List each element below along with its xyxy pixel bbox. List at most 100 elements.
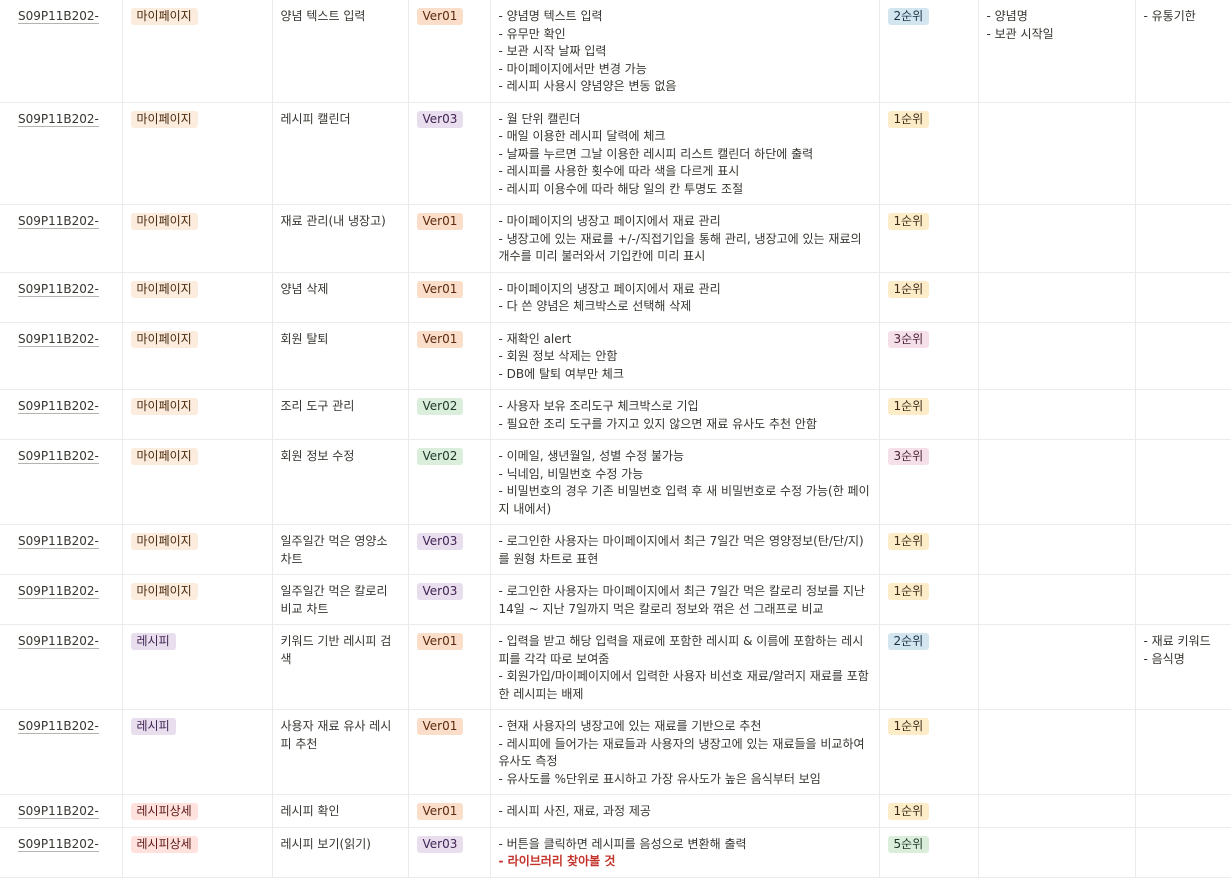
cell-feature[interactable]: 회원 정보 수정 bbox=[272, 439, 409, 525]
cell-feature[interactable]: 일주일간 먹은 칼로리 비교 차트 bbox=[272, 574, 409, 625]
cell-stored-fields[interactable] bbox=[978, 389, 1136, 440]
cell-id[interactable]: S09P11B202- bbox=[0, 204, 123, 273]
version-tag[interactable]: Ver03 bbox=[416, 583, 464, 600]
cell-version[interactable]: Ver03 bbox=[408, 102, 491, 205]
cell-priority[interactable]: 1순위 bbox=[879, 272, 979, 323]
cell-priority[interactable]: 2순위 bbox=[879, 0, 979, 103]
cell-priority[interactable]: 1순위 bbox=[879, 389, 979, 440]
cell-stored-fields[interactable] bbox=[978, 624, 1136, 710]
cell-id[interactable]: S09P11B202- bbox=[0, 102, 123, 205]
row-id-link[interactable]: S09P11B202- bbox=[18, 331, 99, 347]
cell-version[interactable]: Ver01 bbox=[408, 322, 491, 390]
cell-priority[interactable]: 1순위 bbox=[879, 709, 979, 795]
cell-feature[interactable]: 키워드 기반 레시피 검색 bbox=[272, 624, 409, 710]
cell-stored-fields[interactable] bbox=[978, 439, 1136, 525]
cell-category[interactable]: 마이페이지 bbox=[122, 272, 273, 323]
version-tag[interactable]: Ver03 bbox=[416, 533, 464, 550]
cell-id[interactable]: S09P11B202- bbox=[0, 524, 123, 575]
cell-version[interactable]: Ver01 bbox=[408, 709, 491, 795]
cell-category[interactable]: 마이페이지 bbox=[122, 439, 273, 525]
cell-priority[interactable]: 1순위 bbox=[879, 102, 979, 205]
cell-description[interactable]: - 이메일, 생년월일, 성별 수정 불가능 - 닉네임, 비밀번호 수정 가능 -… bbox=[490, 439, 880, 525]
category-tag[interactable]: 마이페이지 bbox=[130, 448, 198, 465]
table-row[interactable]: S09P11B202- 레시피 키워드 기반 레시피 검색 Ver01 - 입력을 받고… bbox=[0, 624, 1231, 710]
category-tag[interactable]: 마이페이지 bbox=[130, 330, 198, 348]
version-tag[interactable]: Ver01 bbox=[416, 213, 464, 230]
category-tag[interactable]: 마이페이지 bbox=[130, 533, 198, 550]
cell-description[interactable]: - 로그인한 사용자는 마이페이지에서 최근 7일간 먹은 영양정보(탄/단/지… bbox=[490, 524, 880, 575]
cell-version[interactable]: Ver01 bbox=[408, 624, 491, 710]
version-tag[interactable]: Ver01 bbox=[416, 280, 464, 298]
cell-version[interactable]: Ver02 bbox=[408, 439, 491, 525]
version-tag[interactable]: Ver03 bbox=[416, 835, 464, 853]
cell-description[interactable]: - 입력을 받고 해당 입력을 재료에 포함한 레시피 & 이름에 포함하는 레… bbox=[490, 624, 880, 710]
cell-version[interactable]: Ver01 bbox=[408, 272, 491, 323]
cell-extra-fields[interactable]: - 유통기한 bbox=[1135, 0, 1231, 103]
version-tag[interactable]: Ver01 bbox=[416, 803, 464, 820]
cell-id[interactable]: S09P11B202- bbox=[0, 794, 123, 828]
cell-feature[interactable]: 레시피 캘린더 bbox=[272, 102, 409, 205]
cell-feature[interactable]: 회원 탈퇴 bbox=[272, 322, 409, 390]
cell-category[interactable]: 레시피상세 bbox=[122, 827, 273, 878]
category-tag[interactable]: 마이페이지 bbox=[130, 213, 198, 230]
row-id-link[interactable]: S09P11B202- bbox=[18, 634, 99, 649]
row-id-link[interactable]: S09P11B202- bbox=[18, 111, 99, 127]
cell-priority[interactable]: 2순위 bbox=[879, 624, 979, 710]
cell-priority[interactable]: 5순위 bbox=[879, 827, 979, 878]
cell-priority[interactable]: 1순위 bbox=[879, 524, 979, 575]
table-row[interactable]: S09P11B202- 마이페이지 재료 관리(내 냉장고) Ver01 - 마이페이지… bbox=[0, 204, 1231, 273]
version-tag[interactable]: Ver01 bbox=[416, 633, 464, 650]
cell-id[interactable]: S09P11B202- bbox=[0, 574, 123, 625]
cell-id[interactable]: S09P11B202- bbox=[0, 0, 123, 103]
cell-feature[interactable]: 재료 관리(내 냉장고) bbox=[272, 204, 409, 273]
row-id-link[interactable]: S09P11B202- bbox=[18, 836, 99, 852]
priority-tag[interactable]: 1순위 bbox=[887, 213, 930, 230]
cell-stored-fields[interactable] bbox=[978, 794, 1136, 828]
cell-description[interactable]: - 재확인 alert - 회원 정보 삭제는 안함 - DB에 탈퇴 여부만 체크 bbox=[490, 322, 880, 390]
table-row[interactable]: S09P11B202- 마이페이지 조리 도구 관리 Ver02 - 사용자 보유 조리… bbox=[0, 389, 1231, 440]
cell-extra-fields[interactable] bbox=[1135, 389, 1231, 440]
table-row[interactable]: S09P11B202- 마이페이지 레시피 캘린더 Ver03 - 월 단위 캘린더 - … bbox=[0, 102, 1231, 205]
cell-description[interactable]: - 월 단위 캘린더 - 매일 이용한 레시피 달력에 체크 - 날짜를 누르면 그… bbox=[490, 102, 880, 205]
cell-extra-fields[interactable] bbox=[1135, 524, 1231, 575]
table-row[interactable]: S09P11B202- 마이페이지 회원 탈퇴 Ver01 - 재확인 alert - 회… bbox=[0, 322, 1231, 390]
row-id-link[interactable]: S09P11B202- bbox=[18, 584, 99, 599]
cell-feature[interactable]: 사용자 재료 유사 레시피 추천 bbox=[272, 709, 409, 795]
cell-version[interactable]: Ver01 bbox=[408, 0, 491, 103]
cell-extra-fields[interactable] bbox=[1135, 709, 1231, 795]
cell-extra-fields[interactable] bbox=[1135, 827, 1231, 878]
cell-extra-fields[interactable] bbox=[1135, 272, 1231, 323]
cell-category[interactable]: 레시피 bbox=[122, 624, 273, 710]
table-row[interactable]: S09P11B202- 마이페이지 일주일간 먹은 칼로리 비교 차트 Ver03 - … bbox=[0, 574, 1231, 625]
category-tag[interactable]: 마이페이지 bbox=[130, 398, 198, 415]
cell-priority[interactable]: 3순위 bbox=[879, 439, 979, 525]
cell-category[interactable]: 레시피상세 bbox=[122, 794, 273, 828]
cell-feature[interactable]: 일주일간 먹은 영양소 차트 bbox=[272, 524, 409, 575]
cell-stored-fields[interactable] bbox=[978, 204, 1136, 273]
row-id-link[interactable]: S09P11B202- bbox=[18, 719, 99, 734]
version-tag[interactable]: Ver02 bbox=[416, 398, 464, 415]
priority-tag[interactable]: 3순위 bbox=[887, 330, 930, 348]
cell-stored-fields[interactable] bbox=[978, 272, 1136, 323]
cell-extra-fields[interactable] bbox=[1135, 794, 1231, 828]
priority-tag[interactable]: 1순위 bbox=[887, 110, 930, 128]
cell-stored-fields[interactable] bbox=[978, 102, 1136, 205]
cell-id[interactable]: S09P11B202- bbox=[0, 272, 123, 323]
cell-stored-fields[interactable]: - 양념명 - 보관 시작일 bbox=[978, 0, 1136, 103]
cell-category[interactable]: 마이페이지 bbox=[122, 389, 273, 440]
row-id-link[interactable]: S09P11B202- bbox=[18, 399, 99, 414]
cell-stored-fields[interactable] bbox=[978, 827, 1136, 878]
version-tag[interactable]: Ver01 bbox=[416, 8, 464, 25]
category-tag[interactable]: 레시피 bbox=[130, 633, 176, 650]
priority-tag[interactable]: 1순위 bbox=[887, 533, 930, 550]
category-tag[interactable]: 레시피상세 bbox=[130, 835, 198, 853]
cell-category[interactable]: 마이페이지 bbox=[122, 524, 273, 575]
table-row[interactable]: S09P11B202- 마이페이지 일주일간 먹은 영양소 차트 Ver03 - 로그인… bbox=[0, 524, 1231, 575]
cell-stored-fields[interactable] bbox=[978, 574, 1136, 625]
category-tag[interactable]: 레시피상세 bbox=[130, 803, 198, 820]
cell-category[interactable]: 마이페이지 bbox=[122, 102, 273, 205]
cell-id[interactable]: S09P11B202- bbox=[0, 322, 123, 390]
version-tag[interactable]: Ver03 bbox=[416, 110, 464, 128]
row-id-link[interactable]: S09P11B202- bbox=[18, 281, 99, 297]
category-tag[interactable]: 마이페이지 bbox=[130, 8, 198, 25]
